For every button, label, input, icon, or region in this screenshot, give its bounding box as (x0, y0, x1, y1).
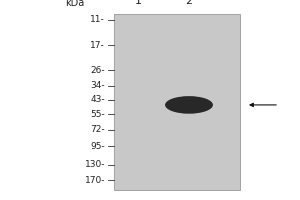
Text: 170-: 170- (85, 176, 105, 185)
Text: 2: 2 (185, 0, 193, 6)
Text: 72-: 72- (90, 125, 105, 134)
Text: 26-: 26- (90, 66, 105, 75)
Text: 130-: 130- (85, 160, 105, 169)
Text: 55-: 55- (90, 110, 105, 119)
Text: 43-: 43- (90, 95, 105, 104)
Text: 11-: 11- (90, 15, 105, 24)
Text: kDa: kDa (65, 0, 85, 8)
Text: 95-: 95- (90, 142, 105, 151)
Text: 34-: 34- (90, 81, 105, 90)
Text: 17-: 17- (90, 41, 105, 50)
Text: 1: 1 (134, 0, 142, 6)
